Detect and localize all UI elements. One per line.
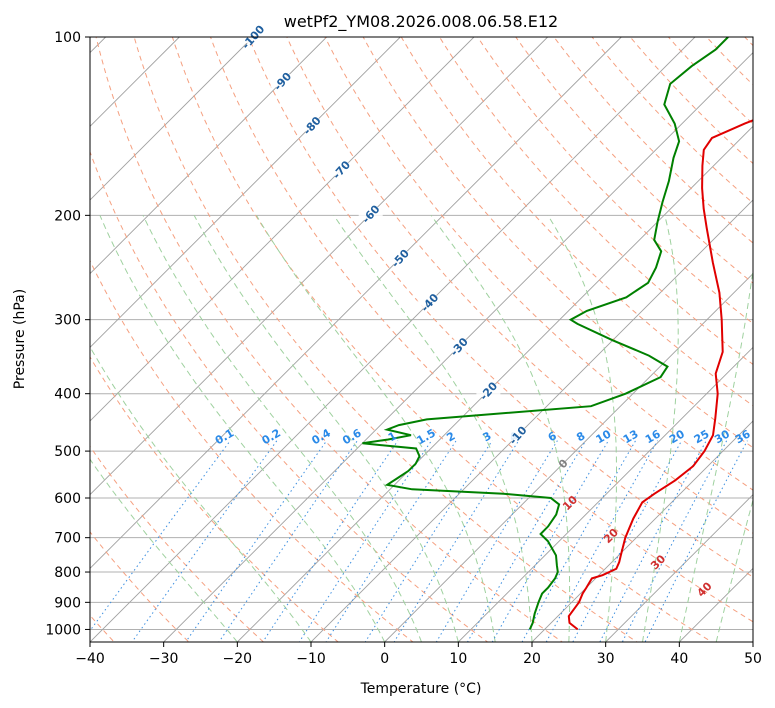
dry-adiabat-line [95,37,564,642]
mixing-ratio-line [298,440,432,642]
isotherm-line [90,37,696,642]
dry-adiabat-line [438,37,753,366]
mixing-ratio-line [393,440,520,642]
isotherm-label-bg [329,162,354,176]
isotherm-line [90,37,548,496]
mixing-ratio-line [521,440,637,642]
mixing-ratio-line [185,440,328,642]
y-tick-label: 300 [54,313,81,329]
mixing-ratio-line [644,440,748,642]
isotherm-line [237,125,753,642]
isotherm-line [531,420,753,642]
y-tick-label: 200 [54,208,81,224]
dry-adiabat-line [248,37,753,578]
moist-adiabat-line [90,345,312,642]
y-tick-label: 600 [54,491,81,507]
dry-adiabat-line [770,24,775,654]
x-tick-label: 40 [670,651,688,667]
moist-adiabat-line [90,458,238,642]
dry-adiabat-line [133,37,638,642]
isotherm-label-bg [417,295,442,309]
isotherm-line [90,37,254,201]
dry-adiabat-line [553,37,753,244]
x-tick-label: −20 [223,651,253,667]
temperature-line [567,119,753,631]
x-tick-label: 50 [744,651,762,667]
moist-adiabat-line [333,215,533,642]
isotherm-line [605,494,753,642]
dry-adiabat-line [209,37,753,623]
dry-adiabat-line [515,37,753,284]
x-tick-label: −10 [296,651,326,667]
isotherm-line [458,346,753,642]
dewpoint-line [362,37,729,630]
isotherm-line [90,37,327,275]
mixing-ratio-line [131,440,278,642]
mixing-ratio-line [364,440,493,642]
dry-adiabat-line [90,356,339,642]
plot-background [90,37,753,642]
dry-adiabat-line [324,37,753,491]
isotherm-line [163,52,753,642]
moist-adiabat-line [678,265,753,642]
dry-adiabat-line [171,37,713,642]
dry-adiabat-line [90,259,414,642]
x-tick-label: −40 [75,651,105,667]
isotherm-label-bg [270,74,295,88]
moist-adiabat-line [142,215,422,642]
isotherm-line [90,37,401,348]
y-axis-label: Pressure (hPa) [12,289,28,389]
profile-lines [362,37,753,631]
y-tick-label: 800 [54,565,81,581]
dry-adiabat-line [362,37,753,449]
chart-title: wetPf2_YM08.2026.008.06.58.E12 [284,12,558,32]
plot-frame [89,36,754,643]
isotherm-line [752,641,753,642]
x-tick-label: 10 [449,651,467,667]
isotherm-label-bg [476,383,501,397]
isotherm-label-bg [388,251,413,265]
y-tick-label: 100 [54,30,81,46]
y-tick-label: 400 [54,387,81,403]
isotherm-label-bg [505,428,530,442]
isotherm-label-bg [299,118,324,132]
y-tick-label: 700 [54,531,81,547]
moist-adiabat-line [547,215,617,642]
background-lines [90,24,775,654]
dry-adiabat-line [476,37,753,325]
mixing-ratio-line [325,440,457,642]
moist-adiabat-line [99,215,386,642]
y-tick-label: 500 [54,444,81,460]
isotherm-label-bg [358,206,383,220]
mixing-ratio-line [90,440,231,632]
isotherm-label-bg [446,339,471,353]
axis-ticks: −40 −30 −20 −10 0 10 20 30 40 50 100 200 300 400 500 60… [45,30,762,667]
isotherm-line [90,37,622,569]
x-tick-label: 20 [523,651,541,667]
mixing-ratio-line [491,440,609,642]
isotherm-line [90,37,475,422]
mixing-ratio-line [545,440,659,642]
x-tick-label: 30 [597,651,615,667]
moist-adiabat-line [642,215,679,642]
x-tick-label: 0 [380,651,389,667]
y-tick-label: 1000 [45,622,81,638]
dry-adiabat-line [400,37,753,407]
isotherm-line [384,273,753,642]
x-tick-label: −30 [149,651,179,667]
mixing-ratio-line [466,440,587,642]
moist-adiabat-line [193,215,459,642]
mixing-ratio-line [435,440,558,642]
x-axis-label: Temperature (°C) [360,681,482,697]
dry-adiabat-line [286,37,753,534]
moist-adiabat-line [430,215,571,642]
y-tick-label: 900 [54,595,81,611]
